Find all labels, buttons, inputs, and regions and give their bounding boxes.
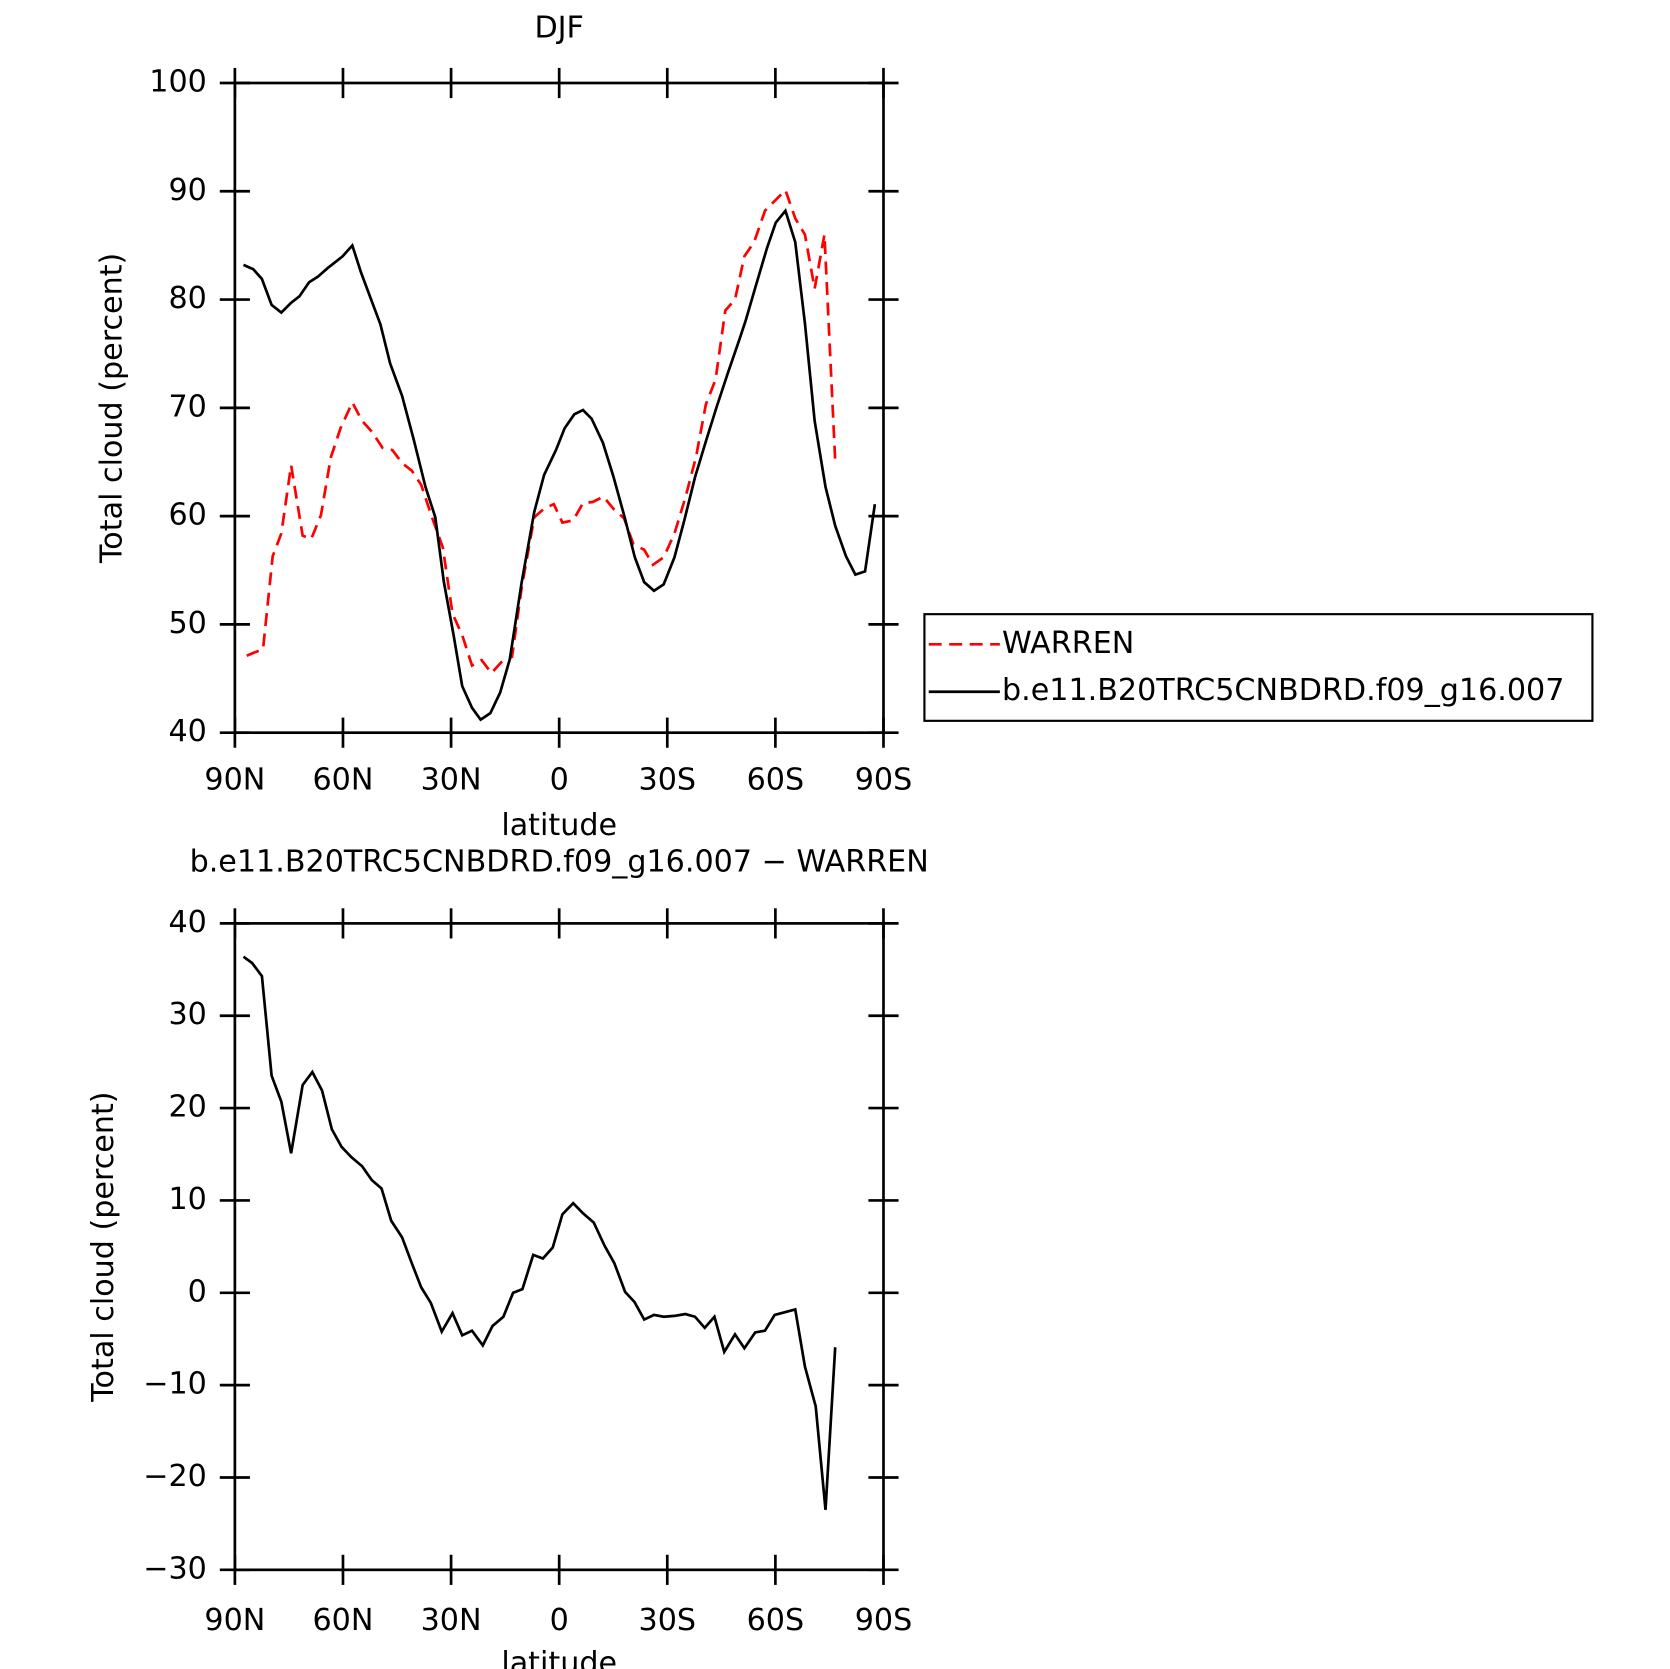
legend-label: b.e11.B20TRC5CNBDRD.f09_g16.007 xyxy=(1002,673,1564,708)
x-tick-label: 30N xyxy=(421,1603,482,1638)
y-tick-label: 40 xyxy=(168,905,206,940)
plot-frame xyxy=(233,81,885,735)
x-tick-label: 90N xyxy=(204,1603,265,1638)
chart-title: b.e11.B20TRC5CNBDRD.f09_g16.007 − WARREN xyxy=(190,845,929,880)
x-tick-label: 60N xyxy=(313,763,374,798)
y-tick-label: 30 xyxy=(168,997,206,1032)
y-tick-label: 100 xyxy=(149,65,207,100)
y-axis-label: Total cloud (percent) xyxy=(95,253,130,564)
y-tick-label: 70 xyxy=(168,389,206,424)
x-tick-label: 60S xyxy=(747,1603,805,1638)
x-axis-label: latitude xyxy=(501,1646,617,1669)
x-tick-label: 60S xyxy=(747,763,805,798)
x-tick-label: 60N xyxy=(313,1603,374,1638)
x-tick-label: 90N xyxy=(204,763,265,798)
x-tick-label: 90S xyxy=(855,1603,913,1638)
data-line xyxy=(242,955,837,1510)
y-tick-label: −30 xyxy=(143,1551,207,1586)
legend-label: WARREN xyxy=(1002,626,1134,661)
x-tick-label: 30N xyxy=(421,763,482,798)
chart-title: DJF xyxy=(534,11,583,46)
plot-frame xyxy=(233,922,885,1572)
y-axis-label: Total cloud (percent) xyxy=(86,1091,121,1402)
x-tick-label: 30S xyxy=(639,1603,697,1638)
y-tick-label: 20 xyxy=(168,1090,206,1125)
y-tick-label: 60 xyxy=(168,498,206,533)
y-tick-label: 80 xyxy=(168,281,206,316)
y-tick-label: −20 xyxy=(143,1459,207,1494)
y-tick-label: 40 xyxy=(168,714,206,749)
y-tick-label: 50 xyxy=(168,606,206,641)
y-tick-label: 0 xyxy=(188,1274,207,1309)
x-tick-label: 90S xyxy=(855,763,913,798)
x-tick-label: 30S xyxy=(639,763,697,798)
x-axis-label: latitude xyxy=(501,808,617,843)
y-tick-label: 10 xyxy=(168,1182,206,1217)
x-tick-label: 0 xyxy=(550,763,569,798)
x-tick-label: 0 xyxy=(550,1603,569,1638)
y-tick-label: −10 xyxy=(143,1367,207,1402)
y-tick-label: 90 xyxy=(168,173,206,208)
data-line xyxy=(242,207,877,722)
legend-box xyxy=(923,613,1594,722)
data-line xyxy=(246,187,837,676)
